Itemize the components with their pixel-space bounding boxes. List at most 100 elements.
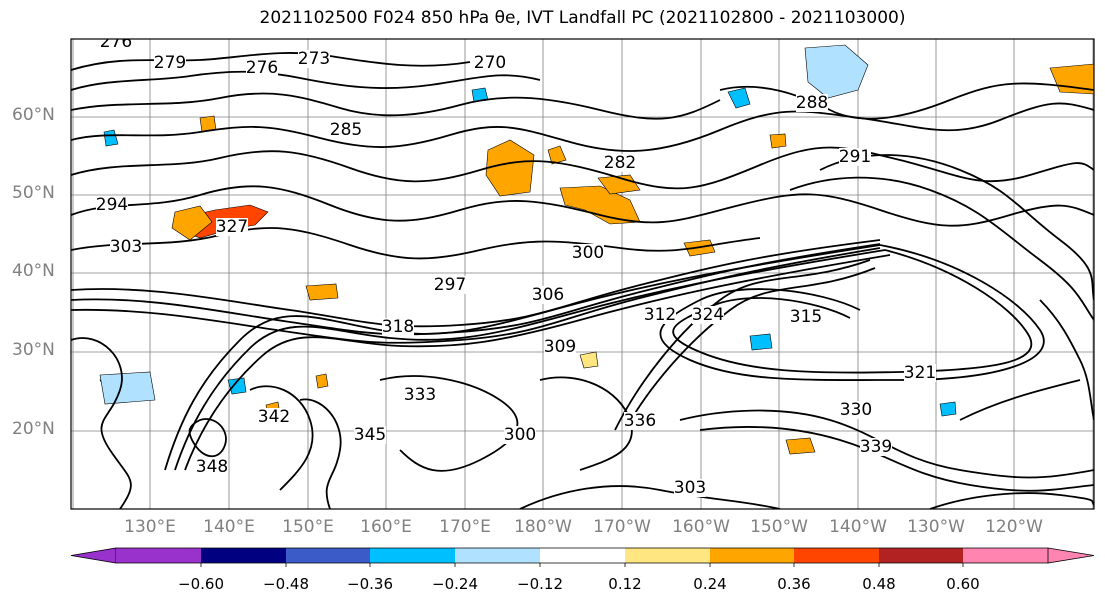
- contour-label-bg: [544, 338, 576, 356]
- contour-label-bg: [504, 426, 536, 444]
- theta-e-contour: [614, 259, 871, 431]
- longitude-label: 120°W: [985, 517, 1043, 537]
- contour-label: 312: [644, 305, 676, 325]
- contour-label: 270: [474, 53, 506, 73]
- contour-label-bg: [674, 479, 706, 497]
- longitude-label: 130°E: [124, 517, 176, 537]
- colorbar-tick-label: 0.12: [608, 575, 642, 593]
- colorbar-extend-min: [70, 547, 117, 564]
- contour-label-bg: [96, 196, 128, 214]
- theta-e-contour: [789, 176, 1094, 321]
- colorbar-tick-label: 0.24: [693, 575, 727, 593]
- contour-label-bg: [604, 154, 636, 172]
- theta-e-contour: [71, 239, 881, 328]
- contour-label: 339: [860, 437, 892, 457]
- longitude-label: 140°E: [203, 517, 255, 537]
- contour-label: 330: [840, 400, 872, 420]
- theta-e-contour: [519, 485, 781, 509]
- longitude-label: 130°W: [907, 517, 965, 537]
- contour-label: 324: [692, 305, 724, 325]
- colorbar-segment: [286, 548, 370, 563]
- colorbar-segment: [116, 548, 201, 563]
- contour-label-bg: [644, 306, 676, 324]
- contour-labels: 276 279 276 273 270 285 282 291 288 294 297 300 303 3…: [96, 39, 936, 498]
- colorbar-segment: [794, 548, 879, 563]
- longitude-label: 160°W: [672, 517, 730, 537]
- contour-label: 327: [216, 217, 248, 237]
- pc-anomaly-patch: [315, 373, 329, 389]
- contour-label-bg: [796, 94, 828, 112]
- contour-label-bg: [354, 426, 386, 444]
- contour-label-bg: [860, 438, 892, 456]
- contour-label: 318: [382, 317, 414, 337]
- contour-label-bg: [790, 308, 822, 326]
- theta-e-contour: [249, 385, 314, 491]
- contour-label-bg: [382, 318, 414, 336]
- contour-label-bg: [246, 59, 278, 77]
- contour-label: 279: [154, 53, 186, 73]
- pc-anomaly-patch: [785, 437, 816, 455]
- theta-e-contour: [71, 102, 1094, 152]
- longitude-label: 180°W: [514, 517, 572, 537]
- contour-label-bg: [298, 50, 330, 68]
- colorbar-segment: [201, 548, 286, 563]
- longitude-label: 160°E: [360, 517, 412, 537]
- colorbar-segment: [625, 548, 710, 563]
- theta-e-contour: [659, 244, 1045, 381]
- contour-label-bg: [404, 386, 436, 404]
- pc-anomaly-patch: [559, 185, 641, 225]
- contour-label: 294: [96, 195, 128, 215]
- contour-label-bg: [330, 121, 362, 139]
- colorbar-tick-label: 0.60: [946, 575, 980, 593]
- contour-label: 315: [790, 307, 822, 327]
- latitude-label: 20°N: [12, 419, 55, 439]
- contour-label-bg: [572, 244, 604, 262]
- contour-label: 285: [330, 120, 362, 140]
- contour-label-bg: [110, 238, 142, 256]
- contour-label: 288: [796, 93, 828, 113]
- theta-e-contour: [71, 185, 1094, 227]
- pc-anomaly-patch: [305, 283, 339, 301]
- colorbar-segment: [879, 548, 963, 563]
- theta-e-contour: [71, 146, 1094, 190]
- contour-label-bg: [154, 54, 186, 72]
- theta-e-contour: [719, 82, 1094, 120]
- theta-e-contour: [71, 337, 132, 509]
- longitude-label: 170°E: [439, 517, 491, 537]
- theta-e-contour: [624, 267, 876, 431]
- contour-label: 300: [504, 425, 536, 445]
- colorbar-segment: [455, 548, 540, 563]
- latitude-label: 50°N: [12, 183, 55, 203]
- map-frame: [70, 38, 1095, 510]
- theta-e-contour: [929, 492, 1094, 509]
- contour-label-bg: [904, 364, 936, 382]
- theta-e-contour: [71, 52, 471, 71]
- colorbar-segment: [370, 548, 455, 563]
- pc-anomaly-patch: [769, 133, 787, 149]
- pc-anomaly-patch: [171, 205, 213, 241]
- pc-anomaly-patch: [579, 351, 599, 369]
- contour-label: 297: [434, 275, 466, 295]
- colorbar-tick-label: 0.36: [777, 575, 811, 593]
- contour-label-bg: [474, 54, 506, 72]
- contour-label-bg: [532, 286, 564, 304]
- colorbar-segment: [963, 548, 1048, 563]
- contour-label: 309: [544, 337, 576, 357]
- theta-e-contour: [71, 70, 541, 91]
- contour-label: 345: [354, 425, 386, 445]
- pc-anomaly-patch: [99, 371, 156, 405]
- theta-e-contour: [672, 249, 1033, 374]
- pc-anomaly-patch: [597, 174, 641, 195]
- pc-anomaly-patch: [103, 129, 119, 147]
- contour-label: 282: [604, 153, 636, 173]
- theta-e-contour: [184, 254, 891, 471]
- theta-e-contour: [819, 154, 1094, 301]
- colorbar: [70, 547, 1095, 567]
- theta-e-contours: [71, 52, 1094, 509]
- pc-anomaly-patch: [547, 145, 567, 165]
- map-title: 2021102500 F024 850 hPa θe, IVT Landfall…: [259, 8, 906, 28]
- pc-shading: [99, 44, 1094, 455]
- latitude-label: 40°N: [12, 261, 55, 281]
- colorbar-tick-label: −0.60: [178, 575, 224, 593]
